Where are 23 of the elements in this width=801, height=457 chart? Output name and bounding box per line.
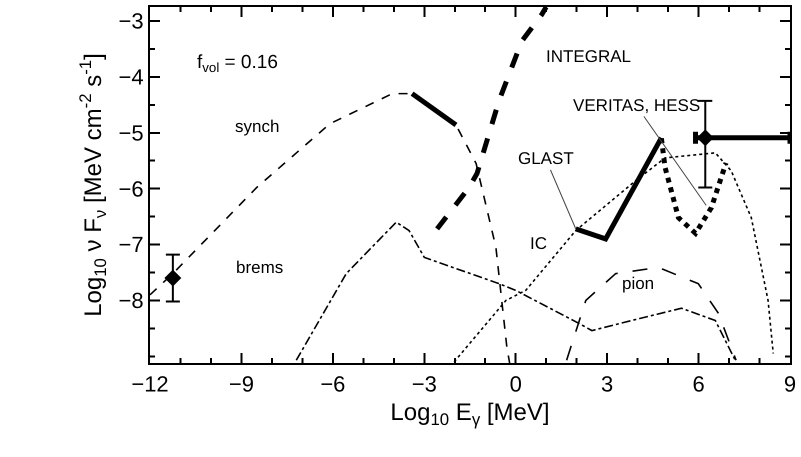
annotation: brems bbox=[236, 258, 284, 277]
x-tick-label: 3 bbox=[601, 371, 614, 396]
x-axis-title: Log$_{10}$ E$_{γ}$ [MeV] bbox=[390, 399, 550, 430]
y-tick-label: −5 bbox=[118, 120, 144, 146]
x-tick-label: −12 bbox=[131, 371, 169, 396]
x-tick-label: 0 bbox=[510, 371, 522, 396]
annotation: synch bbox=[235, 117, 280, 136]
y-tick-label: −3 bbox=[118, 8, 144, 34]
annotation: IC bbox=[530, 234, 547, 253]
y-tick-label: −4 bbox=[118, 64, 144, 90]
y-tick-label: −7 bbox=[118, 232, 144, 258]
y-tick-label: −6 bbox=[118, 176, 144, 202]
annotation: f$_{vol}$ = 0.16 bbox=[197, 52, 278, 75]
x-tick-label: −9 bbox=[228, 371, 254, 396]
annotation: GLAST bbox=[518, 149, 574, 168]
annotation: pion bbox=[622, 274, 654, 293]
x-tick-label: 6 bbox=[692, 371, 705, 396]
x-tick-label: 9 bbox=[784, 371, 796, 396]
x-tick-label: −3 bbox=[412, 371, 437, 396]
x-tick-label: −6 bbox=[320, 371, 346, 396]
annotation: INTEGRAL bbox=[546, 47, 632, 66]
y-tick-label: −8 bbox=[118, 288, 144, 314]
annotation: VERITAS, HESS bbox=[573, 96, 700, 115]
